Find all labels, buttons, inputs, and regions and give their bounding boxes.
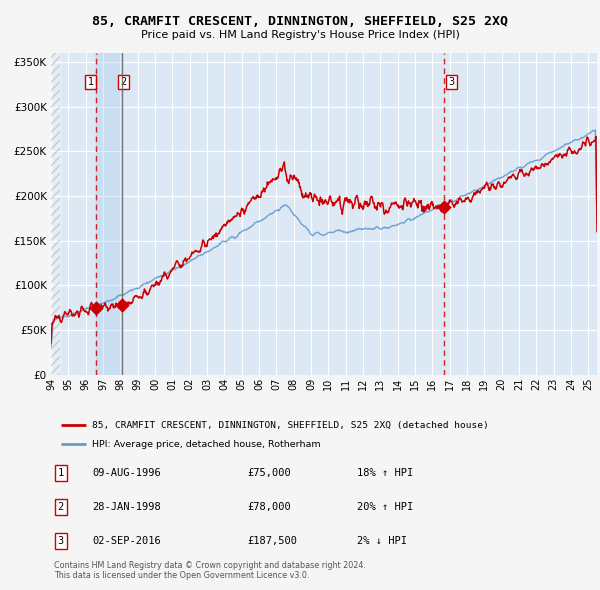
Text: 2% ↓ HPI: 2% ↓ HPI	[357, 536, 407, 546]
Text: Contains HM Land Registry data © Crown copyright and database right 2024.
This d: Contains HM Land Registry data © Crown c…	[54, 561, 366, 581]
Text: £187,500: £187,500	[248, 536, 298, 546]
Text: 85, CRAMFIT CRESCENT, DINNINGTON, SHEFFIELD, S25 2XQ: 85, CRAMFIT CRESCENT, DINNINGTON, SHEFFI…	[92, 15, 508, 28]
Bar	[51, 53, 59, 375]
Point	[117, 300, 127, 310]
Text: £78,000: £78,000	[248, 502, 292, 512]
Point	[91, 303, 101, 312]
Bar	[51, 53, 59, 375]
Text: 3: 3	[448, 77, 454, 87]
Text: HPI: Average price, detached house, Rotherham: HPI: Average price, detached house, Roth…	[92, 440, 320, 449]
Text: Price paid vs. HM Land Registry's House Price Index (HPI): Price paid vs. HM Land Registry's House …	[140, 31, 460, 40]
Text: 09-AUG-1996: 09-AUG-1996	[92, 468, 161, 477]
Text: 85, CRAMFIT CRESCENT, DINNINGTON, SHEFFIELD, S25 2XQ (detached house): 85, CRAMFIT CRESCENT, DINNINGTON, SHEFFI…	[92, 421, 488, 430]
Bar	[96, 53, 122, 375]
Text: 18% ↑ HPI: 18% ↑ HPI	[357, 468, 413, 477]
Text: £75,000: £75,000	[248, 468, 292, 477]
Text: 02-SEP-2016: 02-SEP-2016	[92, 536, 161, 546]
Point	[439, 202, 449, 212]
Text: 28-JAN-1998: 28-JAN-1998	[92, 502, 161, 512]
Text: 2: 2	[121, 77, 127, 87]
Text: 1: 1	[58, 468, 64, 477]
Text: 1: 1	[88, 77, 94, 87]
Text: 2: 2	[58, 502, 64, 512]
Text: 20% ↑ HPI: 20% ↑ HPI	[357, 502, 413, 512]
Text: 3: 3	[58, 536, 64, 546]
